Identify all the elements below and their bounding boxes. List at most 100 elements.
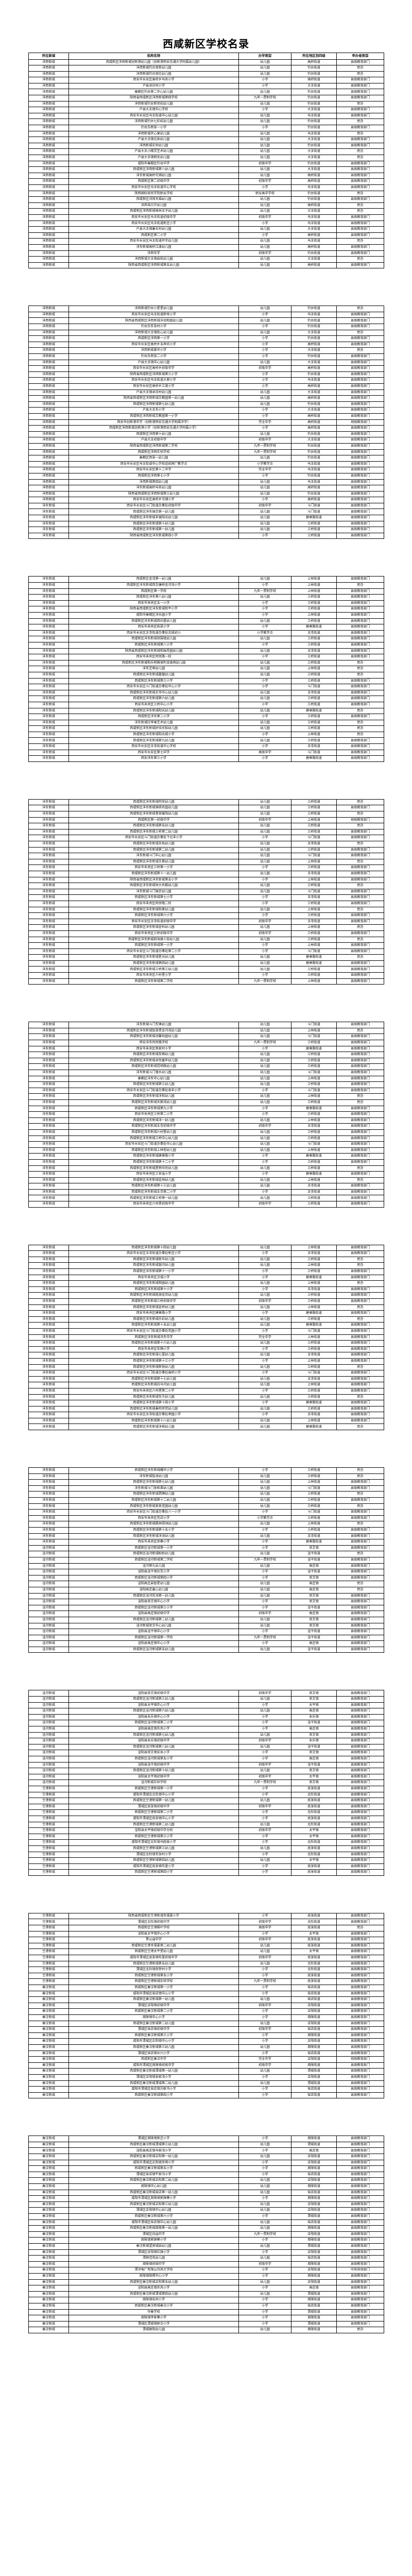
cell-founder-type: 县级教育部门 xyxy=(336,2032,384,2039)
cell-founder-type: 县级教育部门 xyxy=(336,1539,384,1546)
cell-founder-type: 县级教育部门 xyxy=(336,365,384,372)
cell-district-level4: 三桥街道 xyxy=(291,527,337,533)
cell-district-level4: 上林街道 xyxy=(291,582,337,589)
cell-institution-name: 西咸新区沣东新城青苗暖阳幼儿园 xyxy=(68,811,239,818)
cell-institution-name: 西咸新区空港新城第四幼儿园 xyxy=(68,1857,239,1864)
cell-institution-name: 西咸新区沣东新城阿房幼儿园 xyxy=(68,799,239,806)
cell-new-city: 沣东新城 xyxy=(28,737,69,744)
cell-institution-name: 西咸新区沣东新城第八小学 xyxy=(68,641,239,649)
cell-school-type: 初级中学 xyxy=(238,2261,291,2268)
cell-district-level4: 王寺街道 xyxy=(291,918,337,925)
cell-district-level4: 钓台街道 xyxy=(291,160,337,167)
cell-district-level4: 崇文镇 xyxy=(291,1545,337,1552)
cell-school-type: 小学 xyxy=(238,1105,291,1112)
cell-new-city: 空港新城 xyxy=(28,1821,69,1828)
cell-school-type: 幼儿园 xyxy=(238,1646,291,1653)
cell-district-level4: 王寺街道 xyxy=(291,870,337,877)
cell-new-city: 沣东新城 xyxy=(28,1183,69,1190)
cell-district-level4: 钓台街道 xyxy=(291,490,337,498)
cell-institution-name: 西咸新区泾河新城第三小学 xyxy=(68,1604,239,1612)
cell-founder-type: 县级教育部门 xyxy=(336,624,384,631)
cell-district-level4: 王寺街道 xyxy=(291,1533,337,1540)
cell-district-level4: 钓台街道 xyxy=(291,472,337,480)
table-row: 空港新城 西咸新区空港新城第二小学 小学 北杜街道 县级教育部门 xyxy=(28,1809,384,1816)
cell-founder-type: 民办 xyxy=(336,329,384,336)
cell-new-city: 沣东新城 xyxy=(28,515,69,521)
table-row: 秦汉新城 周陵镇中心幼儿园 幼儿园 周陵街道 县级教育部门 xyxy=(28,2183,384,2190)
cell-institution-name: 西咸新区空港枫叶学校 xyxy=(68,1925,239,1931)
cell-new-city: 秦汉新城 xyxy=(28,2032,69,2039)
cell-founder-type: 县级教育部门 xyxy=(336,870,384,877)
cell-school-type: 幼儿园 xyxy=(238,823,291,829)
table-row: 泾河新城 西咸新区泾河新城第二幼儿园 幼儿园 崇文镇 县级教育部门 xyxy=(28,1616,384,1623)
cell-school-type: 幼儿园 xyxy=(238,1768,291,1774)
cell-institution-name: 西咸新区沣东新城七里幼儿园 xyxy=(68,1352,239,1359)
table-row: 秦汉新城 西咸新区秦汉新城第三幼儿园 幼儿园 周陵街道 县级教育部门 xyxy=(28,2044,384,2051)
cell-institution-name: 西咸新区沣东新城秦阿房宫幼儿园 xyxy=(68,1405,239,1413)
table-row: 空港新城 咸阳市渭城区底张镇布里小学 小学 底张街道 县级教育部门 xyxy=(28,1863,384,1870)
cell-new-city: 沣东新城 xyxy=(28,1497,69,1504)
cell-institution-name: 西咸新区沣东新城智慧堡金河湾幼儿园 xyxy=(68,1027,239,1035)
cell-founder-type: 县级教育部门 xyxy=(336,966,384,973)
cell-institution-name: 沣西新城大王镇街心幼儿园 xyxy=(68,329,239,336)
cell-school-type: 幼儿园 xyxy=(238,1063,291,1070)
cell-institution-name: 西安市未央区三桥第二小学 xyxy=(68,1111,239,1118)
table-row: 沣东新城 西咸新区沣东新城第七小学 小学 王寺街道 县级教育部门 xyxy=(28,894,384,901)
cell-new-city: 沣东新城 xyxy=(28,1057,69,1064)
cell-institution-name: 沣西新城钓台新世纪幼儿园 xyxy=(68,100,239,108)
cell-founder-type: 县级教育部门 xyxy=(336,1274,384,1281)
cell-institution-name: 西咸新区泾河新城第四小学 xyxy=(68,1574,239,1582)
cell-founder-type: 县级教育部门 xyxy=(336,1298,384,1305)
cell-institution-name: 钓台办东张村小学 xyxy=(68,324,239,330)
table-row: 沣东新城 西咸新区沣东新城第十三幼儿园 幼儿园 王寺街道 县级教育部门 xyxy=(28,1183,384,1190)
cell-institution-name: 秦汉新城望贤城启幼儿园 xyxy=(68,2243,239,2250)
cell-school-type: 小学 xyxy=(238,2014,291,2021)
cell-founder-type: 民办 xyxy=(336,671,384,679)
cell-new-city: 沣东新城 xyxy=(28,1027,69,1035)
cell-school-type: 小学 xyxy=(238,1111,291,1118)
table-row: 沣东新城 西安市长安区斗门街道办事处下北丰小学 小学 斗门街道 县级教育部门 xyxy=(28,835,384,841)
cell-new-city: 泾河新城 xyxy=(28,1780,69,1786)
table-row: 沣东新城 西咸新区沣东第八幼儿园 幼儿园 三桥街道 县级教育部门 xyxy=(28,594,384,601)
cell-school-type: 小学 xyxy=(238,1990,291,1997)
cell-district-level4: 大王街道 xyxy=(291,166,337,173)
cell-school-type: 幼儿园 xyxy=(238,2291,291,2298)
cell-school-type: 幼儿园 xyxy=(238,1165,291,1172)
cell-school-type: 小学 xyxy=(238,1809,291,1816)
cell-institution-name: 西咸新区泾河新城盼盼幼儿园 xyxy=(68,1551,239,1557)
cell-new-city: 泾河新城 xyxy=(28,1732,69,1739)
cell-district-level4: 马王街道 xyxy=(291,311,337,318)
cell-new-city: 沣东新城 xyxy=(28,930,69,937)
cell-school-type: 幼儿园 xyxy=(238,1996,291,2003)
school-table: 沣东新城 西咸新区沣东新城第十四幼儿园 幼儿园 上林街道 县级教育部门 沣东新城 西安市长安… xyxy=(28,1244,384,1431)
cell-founder-type: 民办 xyxy=(336,148,384,155)
cell-new-city: 沣西新城 xyxy=(28,202,69,209)
cell-institution-name: 沣东新城斗门先锋幼儿园 xyxy=(68,1022,239,1028)
cell-district-level4: 高庄镇 xyxy=(291,1611,337,1617)
cell-founder-type: 县级教育部门 xyxy=(336,2243,384,2250)
cell-institution-name: 西咸新区泾河新城第一学校 xyxy=(68,1634,239,1641)
cell-school-type: 幼儿园 xyxy=(238,966,291,973)
table-row: 沣东新城 西安市长安区斗门街道办事处中心幼儿园 幼儿园 斗门街道 县级教育部门 xyxy=(28,1141,384,1148)
cell-district-level4: 周陵街道 xyxy=(291,2062,337,2069)
cell-new-city: 沣东新城 xyxy=(28,924,69,931)
table-row: 泾河新城 西咸新区泾河新城第一学校 九年一贯制学校 泾干街道 县级教育部门 xyxy=(28,1634,384,1641)
cell-district-level4: 三桥街道 xyxy=(291,714,337,720)
table-row: 秦汉新城 西咸新区秦汉新城第三小学 小学 周陵街道 县级教育部门 xyxy=(28,2032,384,2039)
cell-school-type: 完全中学 xyxy=(238,2056,291,2063)
cell-district-level4: 钓台街道 xyxy=(291,142,337,149)
table-row: 秦汉新城 周陵镇初级中学 初级中学 周陵街道 县级教育部门 xyxy=(28,2261,384,2268)
cell-district-level4: 三桥街道 xyxy=(291,1405,337,1413)
table-row: 沣东新城 陕西省西咸新区沣东新城第四小学 小学 三桥街道 县级教育部门 xyxy=(28,532,384,539)
cell-district-level4: 崇文镇 xyxy=(291,1780,337,1786)
cell-district-level4: 斗门街道 xyxy=(291,1022,337,1028)
cell-district-level4: 三桥街道 xyxy=(291,1394,337,1401)
table-row: 秦汉新城 咸阳市渭城区周陵镇郭旗寨小学 小学 周陵街道 县级教育部门 xyxy=(28,2195,384,2202)
cell-institution-name: 泾阳县崇文镇中心小学 xyxy=(68,1599,239,1605)
cell-district-level4: 三桥街道 xyxy=(291,972,337,979)
cell-school-type: 初级中学 xyxy=(238,1919,291,1926)
cell-school-type: 小学 xyxy=(238,77,291,83)
cell-new-city: 秦汉新城 xyxy=(28,2320,69,2328)
cell-new-city: 空港新城 xyxy=(28,1798,69,1804)
table-row: 沣东新城 西咸新区沣东新城卓悦童年幼儿园 幼儿园 三桥街道 县级教育部门 xyxy=(28,1057,384,1064)
